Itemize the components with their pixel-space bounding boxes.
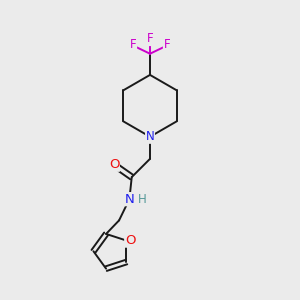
Text: O: O <box>109 158 119 171</box>
Text: F: F <box>130 38 136 51</box>
Text: H: H <box>137 193 146 206</box>
Text: N: N <box>124 193 134 206</box>
Text: N: N <box>146 130 154 143</box>
Text: F: F <box>147 32 153 46</box>
Text: F: F <box>164 38 170 51</box>
Text: O: O <box>125 234 135 247</box>
